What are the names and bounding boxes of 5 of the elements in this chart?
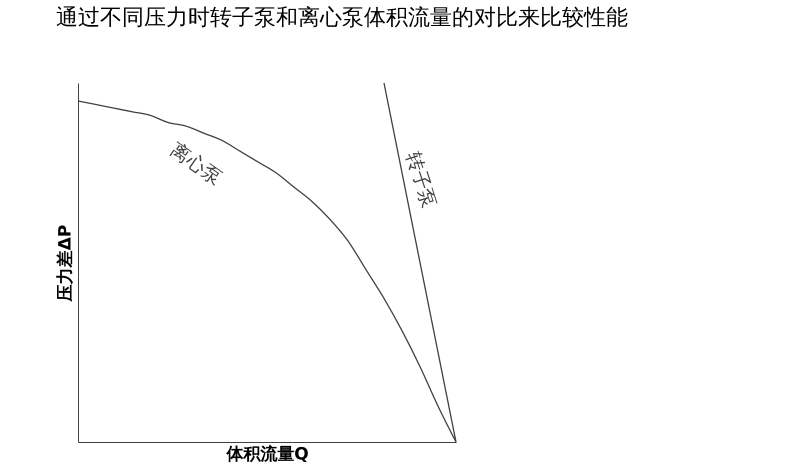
chart-title: 通过不同压力时转子泵和离心泵体积流量的对比来比较性能: [56, 5, 628, 30]
x-axis-title: 体积流量Q: [225, 444, 309, 464]
text: 转子泵: [402, 149, 440, 211]
y-axis-title: 压力差ΔP: [56, 224, 76, 302]
text: 离心泵: [166, 138, 226, 190]
